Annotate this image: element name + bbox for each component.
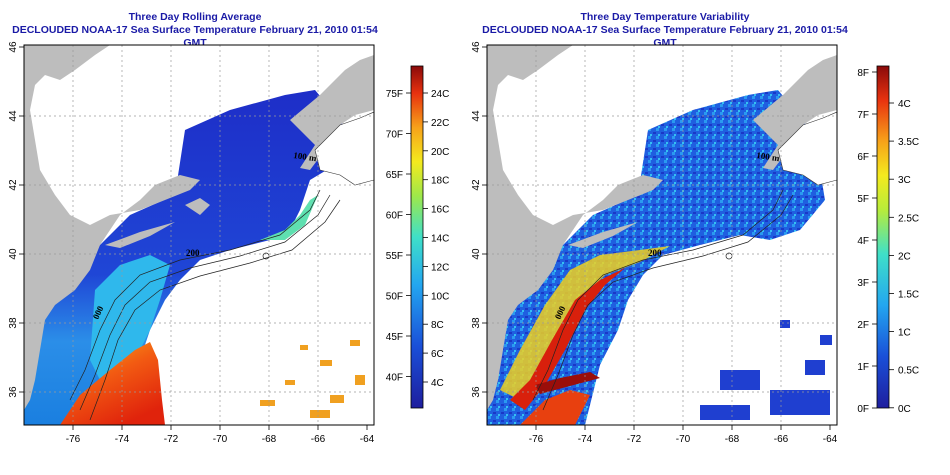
right-colorbar-f-label: 4F bbox=[857, 236, 869, 247]
right-x-tick-label: -66 bbox=[774, 434, 789, 445]
right-land-us-coast bbox=[487, 45, 663, 410]
right-title-line1: Three Day Temperature Variability bbox=[580, 11, 750, 23]
axis-ticks-layer: -76 -74 -72 -70 -68 -66 -64 46 44 42 40 38 36 -76 -74 -… bbox=[8, 41, 919, 445]
left-land-long-island bbox=[105, 222, 175, 248]
left-colorbar-c-label: 22C bbox=[431, 118, 449, 129]
right-y-tick-label: 36 bbox=[471, 386, 482, 398]
left-y-tick-label: 40 bbox=[8, 248, 19, 260]
left-colorbar-f-label: 40F bbox=[386, 373, 403, 384]
left-colorbar bbox=[410, 65, 424, 409]
left-x-tick-label: -64 bbox=[360, 434, 375, 445]
right-colorbar-c-label: 2.5C bbox=[898, 213, 919, 224]
left-y-tick-label: 42 bbox=[8, 179, 19, 191]
right-colorbar bbox=[876, 65, 890, 409]
right-colorbar-f-label: 6F bbox=[857, 152, 869, 163]
left-x-tick-label: -74 bbox=[115, 434, 130, 445]
right-colorbar-c-label: 4C bbox=[898, 99, 911, 110]
right-y-tick-label: 46 bbox=[471, 41, 482, 53]
right-x-tick-label: -72 bbox=[627, 434, 642, 445]
right-variability-south bbox=[520, 390, 590, 425]
left-x-tick-label: -72 bbox=[164, 434, 179, 445]
right-y-tick-label: 40 bbox=[471, 248, 482, 260]
right-contour-label-200: 200 bbox=[648, 248, 662, 258]
left-contour-label-100m: 100 m bbox=[293, 150, 318, 163]
right-land-maritimes bbox=[753, 55, 837, 170]
left-sst-slope-water bbox=[90, 255, 170, 380]
left-colorbar-c-label: 6C bbox=[431, 349, 444, 360]
left-colorbar-f-label: 65F bbox=[386, 170, 403, 181]
left-y-tick-label: 44 bbox=[8, 110, 19, 122]
right-colorbar-c-label: 1C bbox=[898, 328, 911, 339]
left-grid-lines bbox=[24, 45, 374, 425]
right-colorbar-f-label: 7F bbox=[857, 110, 869, 121]
left-y-tick-label: 38 bbox=[8, 317, 19, 329]
left-map-panel: 100 m 200 000 bbox=[24, 45, 374, 425]
right-map-panel: 100 m 200 000 bbox=[487, 45, 837, 425]
right-colorbar-f-label: 1F bbox=[857, 362, 869, 373]
right-colorbar-f-label: 8F bbox=[857, 68, 869, 79]
right-colorbar-f-label: 5F bbox=[857, 194, 869, 205]
left-contour-label-200: 200 bbox=[186, 248, 200, 258]
right-x-tick-label: -64 bbox=[823, 434, 838, 445]
right-colorbar-c-label: 0C bbox=[898, 404, 911, 415]
left-colorbar-f-label: 75F bbox=[386, 89, 403, 100]
right-colorbar-f-label: 0F bbox=[857, 404, 869, 415]
right-x-tick-label: -70 bbox=[676, 434, 691, 445]
left-x-tick-label: -68 bbox=[262, 434, 277, 445]
right-y-tick-label: 44 bbox=[471, 110, 482, 122]
right-contour-label-100m: 100 m bbox=[756, 150, 781, 163]
left-land-cape-cod bbox=[185, 198, 210, 215]
left-land-maritimes bbox=[290, 55, 374, 170]
left-y-tick-label: 46 bbox=[8, 41, 19, 53]
left-x-tick-label: -76 bbox=[66, 434, 81, 445]
left-colorbar-c-label: 10C bbox=[431, 291, 449, 302]
right-land-nova-scotia bbox=[777, 111, 837, 186]
right-land-long-island bbox=[568, 222, 638, 248]
left-sst-shelf-edge bbox=[260, 195, 318, 240]
left-colorbar-c-label: 24C bbox=[431, 89, 449, 100]
left-sst-gulf-stream bbox=[60, 342, 165, 425]
left-warm-scatter bbox=[260, 340, 365, 418]
right-x-tick-label: -76 bbox=[529, 434, 544, 445]
right-y-tick-label: 38 bbox=[471, 317, 482, 329]
left-colorbar-c-label: 16C bbox=[431, 205, 449, 216]
left-colorbar-c-label: 20C bbox=[431, 147, 449, 158]
left-y-tick-label: 36 bbox=[8, 386, 19, 398]
left-title-line1: Three Day Rolling Average bbox=[128, 11, 262, 23]
right-colorbar-c-label: 2C bbox=[898, 251, 911, 262]
right-colorbar-f-label: 3F bbox=[857, 278, 869, 289]
left-colorbar-c-label: 8C bbox=[431, 320, 444, 331]
right-map-frame bbox=[486, 44, 838, 426]
right-variability-gulf-stream-edge bbox=[535, 372, 600, 394]
right-variability-hot-streak bbox=[510, 268, 625, 410]
right-colorbar-c-label: 3.5C bbox=[898, 137, 919, 148]
left-colorbar-f-label: 60F bbox=[386, 211, 403, 222]
left-colorbar-c-label: 4C bbox=[431, 378, 444, 389]
left-x-tick-label: -66 bbox=[311, 434, 326, 445]
left-colorbar-f-label: 70F bbox=[386, 130, 403, 141]
left-land-nova-scotia bbox=[314, 111, 374, 186]
right-y-tick-label: 42 bbox=[471, 179, 482, 191]
right-sparse-data bbox=[700, 320, 832, 420]
left-colorbar-c-label: 12C bbox=[431, 262, 449, 273]
left-colorbar-c-label: 18C bbox=[431, 176, 449, 187]
left-colorbar-f-label: 55F bbox=[386, 251, 403, 262]
right-x-tick-label: -68 bbox=[725, 434, 740, 445]
left-map-frame bbox=[23, 44, 375, 426]
left-colorbar-c-label: 14C bbox=[431, 234, 449, 245]
left-bathymetry-contours bbox=[69, 189, 341, 421]
left-colorbar-f-label: 50F bbox=[386, 292, 403, 303]
right-colorbar-c-label: 1.5C bbox=[898, 290, 919, 301]
left-land-us-coast bbox=[24, 45, 200, 410]
right-colorbar-f-label: 2F bbox=[857, 320, 869, 331]
right-grid-lines bbox=[487, 45, 837, 425]
left-x-tick-label: -70 bbox=[213, 434, 228, 445]
right-x-tick-label: -74 bbox=[578, 434, 593, 445]
right-colorbar-c-label: 3C bbox=[898, 175, 911, 186]
right-colorbar-c-label: 0.5C bbox=[898, 366, 919, 377]
left-colorbar-f-label: 45F bbox=[386, 332, 403, 343]
right-map-title: Three Day Temperature Variability DECLOU… bbox=[470, 11, 860, 50]
